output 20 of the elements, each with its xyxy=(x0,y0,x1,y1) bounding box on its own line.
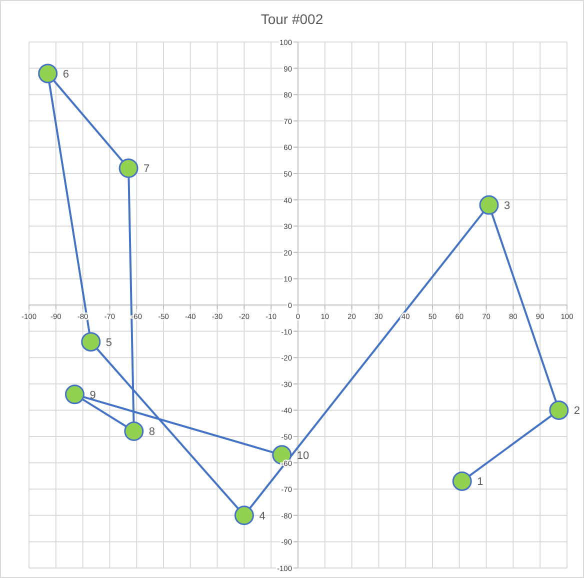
point xyxy=(549,400,569,420)
annotation: 9 xyxy=(90,389,96,402)
point xyxy=(234,506,254,526)
annotation: 8 xyxy=(148,426,156,438)
point xyxy=(38,64,58,84)
annotation: 1 xyxy=(477,476,484,488)
point xyxy=(81,332,101,352)
point xyxy=(124,421,144,441)
annotation: 5 xyxy=(106,336,112,349)
annotation: 6 xyxy=(62,68,69,81)
point xyxy=(479,195,499,215)
chart-title: Tour #002 xyxy=(260,11,324,27)
annotation: 7 xyxy=(144,163,150,176)
annotation: 4 xyxy=(259,510,266,522)
point xyxy=(64,384,84,404)
point xyxy=(452,471,472,491)
annotation: 3 xyxy=(504,200,510,212)
point xyxy=(118,158,138,178)
annotation: 2 xyxy=(574,405,580,418)
annotation: 10 xyxy=(296,450,310,462)
